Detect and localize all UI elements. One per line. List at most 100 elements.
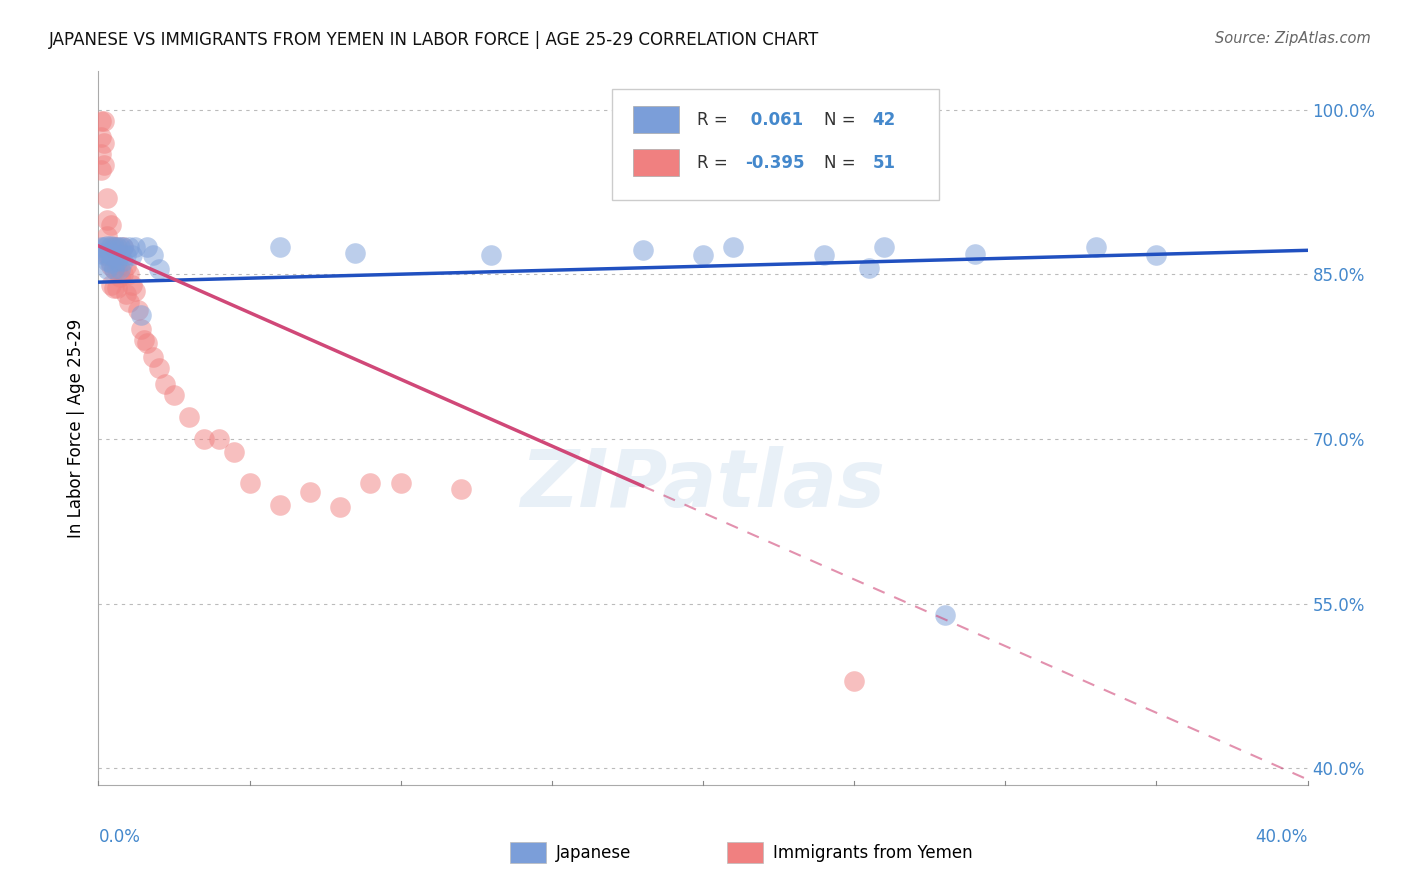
Point [96, 191, 118, 205]
Point [121, 278, 143, 293]
Point [108, 269, 131, 284]
Y-axis label: In Labor Force | Age 25-29: In Labor Force | Age 25-29 [66, 318, 84, 538]
Point [124, 240, 146, 254]
Point [239, 476, 262, 491]
FancyBboxPatch shape [509, 842, 546, 863]
Point [114, 287, 136, 301]
Point [100, 259, 122, 273]
Text: 40.0%: 40.0% [1256, 828, 1308, 846]
Point [105, 280, 128, 294]
Point [93, 248, 115, 262]
Text: N =: N = [824, 111, 860, 128]
Point [127, 302, 149, 317]
Point [103, 240, 125, 254]
FancyBboxPatch shape [727, 842, 763, 863]
Point [96, 239, 118, 253]
Point [148, 360, 170, 375]
Point [93, 113, 115, 128]
Point [360, 476, 382, 491]
Point [105, 254, 128, 268]
Point [344, 245, 367, 260]
Point [163, 388, 186, 402]
Point [844, 673, 866, 688]
Point [723, 240, 745, 254]
Point [142, 350, 165, 364]
Point [813, 248, 835, 262]
Point [873, 240, 896, 254]
Point [93, 136, 115, 150]
Point [93, 158, 115, 172]
Point [100, 256, 122, 270]
Point [179, 410, 201, 425]
Point [631, 244, 654, 258]
Point [103, 248, 125, 262]
Point [96, 245, 118, 260]
Point [692, 248, 714, 262]
Point [111, 268, 134, 282]
Point [100, 240, 122, 254]
Point [103, 262, 125, 277]
Point [124, 284, 146, 298]
Point [1144, 248, 1167, 262]
Point [100, 278, 122, 293]
Text: 42: 42 [872, 111, 896, 128]
Point [132, 334, 155, 348]
Point [114, 259, 136, 273]
Point [193, 432, 215, 446]
Point [103, 240, 125, 254]
Point [90, 240, 112, 254]
Text: Source: ZipAtlas.com: Source: ZipAtlas.com [1215, 31, 1371, 46]
Point [90, 163, 112, 178]
Point [965, 246, 987, 260]
Point [96, 229, 118, 244]
Point [103, 280, 125, 294]
Point [108, 248, 131, 262]
Text: Japanese: Japanese [555, 844, 631, 862]
Point [96, 262, 118, 277]
Point [108, 240, 131, 254]
Point [114, 248, 136, 262]
Point [105, 262, 128, 277]
Point [93, 240, 115, 254]
Text: Immigrants from Yemen: Immigrants from Yemen [773, 844, 973, 862]
Point [100, 248, 122, 262]
Point [118, 294, 141, 309]
Point [208, 432, 231, 446]
Point [96, 254, 118, 268]
Point [153, 377, 176, 392]
Text: -0.395: -0.395 [745, 153, 804, 171]
Text: 0.061: 0.061 [745, 111, 803, 128]
Point [108, 262, 131, 277]
Point [96, 212, 118, 227]
Point [118, 268, 141, 282]
Text: R =: R = [697, 153, 733, 171]
Point [111, 240, 134, 254]
Point [100, 239, 122, 253]
Point [105, 240, 128, 254]
Point [389, 476, 412, 491]
FancyBboxPatch shape [613, 89, 939, 200]
Point [269, 240, 291, 254]
Point [135, 335, 157, 350]
Point [111, 254, 134, 268]
Point [299, 484, 322, 499]
Point [96, 248, 118, 262]
Point [121, 248, 143, 262]
Text: 0.0%: 0.0% [98, 828, 141, 846]
Point [90, 113, 112, 128]
Point [103, 262, 125, 277]
Point [934, 607, 956, 622]
Point [269, 498, 291, 512]
Point [129, 322, 152, 336]
Point [90, 245, 112, 260]
Point [108, 245, 131, 260]
Text: ZIPatlas: ZIPatlas [520, 446, 886, 524]
Point [450, 482, 472, 496]
Point [118, 240, 141, 254]
FancyBboxPatch shape [633, 149, 679, 177]
Point [105, 240, 128, 254]
Point [90, 130, 112, 145]
Point [329, 500, 352, 515]
Point [111, 240, 134, 254]
Point [858, 260, 880, 275]
